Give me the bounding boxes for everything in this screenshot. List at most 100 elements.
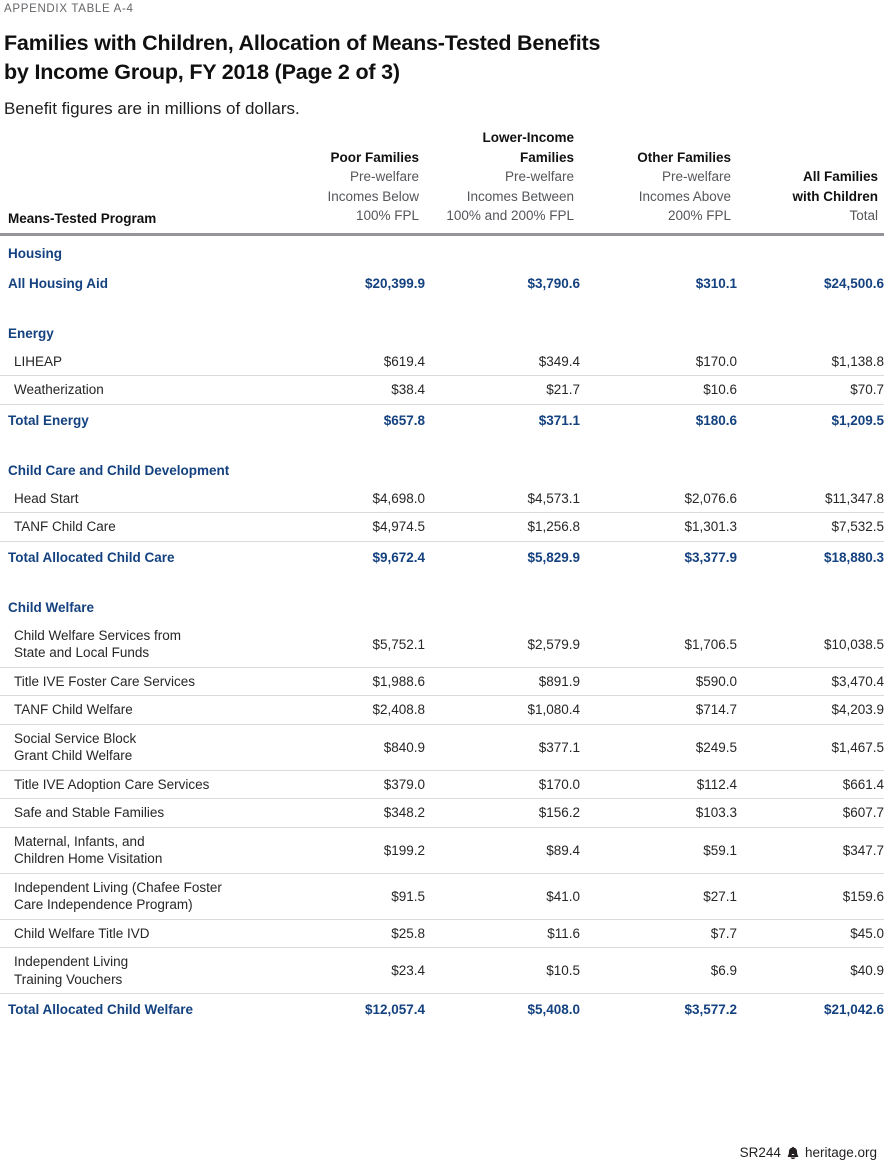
table-row-title-ive-adoption-care: Title IVE Adoption Care Services $379.0 … xyxy=(0,770,884,799)
table-row-liheap: LIHEAP $619.4 $349.4 $170.0 $1,138.8 xyxy=(0,347,884,376)
total-row-all-housing-aid: All Housing Aid $20,399.9 $3,790.6 $310.… xyxy=(0,268,884,299)
value-cell: $170.0 xyxy=(425,770,580,799)
section-title: Child Welfare xyxy=(8,599,95,615)
value-cell: $6.9 xyxy=(580,947,737,994)
value-cell: $38.4 xyxy=(268,375,425,405)
value-cell: $1,138.8 xyxy=(737,347,884,376)
value-cell: $3,377.9 xyxy=(684,549,737,565)
value-cell: $1,209.5 xyxy=(831,412,884,428)
value-cell: $714.7 xyxy=(580,695,737,725)
appendix-table-label: APPENDIX TABLE A-4 xyxy=(4,3,134,15)
page-header: APPENDIX TABLE A-4 Families with Childre… xyxy=(0,0,884,119)
heritage-url: heritage.org xyxy=(804,1145,877,1160)
value-cell: $310.1 xyxy=(695,275,737,291)
value-cell: $3,790.6 xyxy=(527,275,580,291)
value-cell: $4,203.9 xyxy=(737,695,884,725)
section-title: Housing xyxy=(8,245,62,261)
column-header-other-families: Other Families Pre-welfare Incomes Above… xyxy=(580,128,737,236)
value-cell: $5,829.9 xyxy=(527,549,580,565)
row-label: Weatherization xyxy=(0,375,268,405)
value-cell: $156.2 xyxy=(425,798,580,828)
row-label: Title IVE Adoption Care Services xyxy=(0,770,268,799)
row-label: Child Welfare Services from State and Lo… xyxy=(0,621,268,668)
value-cell: $1,467.5 xyxy=(737,724,884,771)
table-row-safe-and-stable-families: Safe and Stable Families $348.2 $156.2 $… xyxy=(0,798,884,828)
page-subtitle: Benefit figures are in millions of dolla… xyxy=(4,99,300,118)
table-row-independent-living-chafee: Independent Living (Chafee Foster Care I… xyxy=(0,873,884,920)
value-cell: $1,706.5 xyxy=(580,621,737,668)
row-label: Child Welfare Title IVD xyxy=(0,919,268,948)
column-header-title: Lower-Income Families xyxy=(482,130,574,165)
value-cell: $891.9 xyxy=(425,667,580,696)
table-row-maternal-infants-home-visitation: Maternal, Infants, and Children Home Vis… xyxy=(0,827,884,874)
column-header-title: All Families with Children xyxy=(792,169,879,204)
value-cell: $3,577.2 xyxy=(684,1002,737,1017)
header-row: Means-Tested Program Poor Families Pre-w… xyxy=(0,128,884,236)
value-cell: $24,500.6 xyxy=(823,275,884,291)
value-cell: $10.5 xyxy=(425,947,580,994)
section-header-child-welfare: Child Welfare xyxy=(0,573,884,622)
total-row-child-care: Total Allocated Child Care $9,672.4 $5,8… xyxy=(0,541,884,573)
section-header-energy: Energy xyxy=(0,299,884,348)
row-label: TANF Child Welfare xyxy=(0,695,268,725)
section-header-child-care: Child Care and Child Development xyxy=(0,436,884,485)
value-cell: $2,076.6 xyxy=(580,484,737,513)
value-cell: $347.7 xyxy=(737,827,884,874)
row-label: All Housing Aid xyxy=(8,275,108,291)
value-cell: $20,399.9 xyxy=(364,275,425,291)
value-cell: $180.6 xyxy=(695,412,737,428)
table-row-weatherization: Weatherization $38.4 $21.7 $10.6 $70.7 xyxy=(0,375,884,405)
column-header-subtitle: Pre-welfare Incomes Between 100% and 200… xyxy=(446,169,574,223)
value-cell: $348.2 xyxy=(268,798,425,828)
value-cell: $9,672.4 xyxy=(372,549,425,565)
row-label: TANF Child Care xyxy=(0,512,268,542)
section-header-housing: Housing xyxy=(0,234,884,268)
value-cell: $10.6 xyxy=(580,375,737,405)
value-cell: $4,698.0 xyxy=(268,484,425,513)
value-cell: $1,080.4 xyxy=(425,695,580,725)
value-cell: $41.0 xyxy=(425,873,580,920)
column-header-subtitle: Pre-welfare Incomes Above 200% FPL xyxy=(638,169,731,223)
value-cell: $5,408.0 xyxy=(527,1002,580,1017)
value-cell: $657.8 xyxy=(383,412,425,428)
total-row-energy: Total Energy $657.8 $371.1 $180.6 $1,209… xyxy=(0,404,884,436)
column-header-title: Other Families xyxy=(637,149,731,165)
row-label: Independent Living Training Vouchers xyxy=(0,947,268,994)
value-cell: $2,579.9 xyxy=(425,621,580,668)
value-cell: $45.0 xyxy=(737,919,884,948)
value-cell: $11,347.8 xyxy=(737,484,884,513)
value-cell: $3,470.4 xyxy=(737,667,884,696)
value-cell: $91.5 xyxy=(268,873,425,920)
value-cell: $103.3 xyxy=(580,798,737,828)
value-cell: $70.7 xyxy=(737,375,884,405)
value-cell: $10,038.5 xyxy=(737,621,884,668)
row-label: Title IVE Foster Care Services xyxy=(0,667,268,696)
liberty-bell-icon xyxy=(786,1146,800,1160)
page-title: Families with Children, Allocation of Me… xyxy=(4,31,601,84)
table-row-tanf-child-welfare: TANF Child Welfare $2,408.8 $1,080.4 $71… xyxy=(0,695,884,725)
column-header-poor-families: Poor Families Pre-welfare Incomes Below … xyxy=(268,128,425,236)
table-row-title-ive-foster-care: Title IVE Foster Care Services $1,988.6 … xyxy=(0,667,884,696)
page-footer: SR244 heritage.org xyxy=(740,1145,877,1160)
report-id: SR244 xyxy=(739,1145,781,1160)
section-title: Child Care and Child Development xyxy=(8,462,230,478)
value-cell: $377.1 xyxy=(425,724,580,771)
row-label: Maternal, Infants, and Children Home Vis… xyxy=(0,827,268,874)
section-title: Energy xyxy=(8,325,54,341)
row-label: Total Energy xyxy=(8,412,89,428)
value-cell: $661.4 xyxy=(737,770,884,799)
value-cell: $2,408.8 xyxy=(268,695,425,725)
value-cell: $12,057.4 xyxy=(364,1002,425,1017)
value-cell: $21.7 xyxy=(425,375,580,405)
benefits-table: Means-Tested Program Poor Families Pre-w… xyxy=(0,128,884,1025)
value-cell: $170.0 xyxy=(580,347,737,376)
column-header-subtitle: Pre-welfare Incomes Below 100% FPL xyxy=(327,169,419,223)
value-cell: $371.1 xyxy=(538,412,580,428)
row-label: Total Allocated Child Welfare xyxy=(8,1002,194,1017)
column-header-lower-income-families: Lower-Income Families Pre-welfare Income… xyxy=(425,128,580,236)
column-header-subtitle: Total xyxy=(849,208,878,223)
value-cell: $7.7 xyxy=(580,919,737,948)
value-cell: $840.9 xyxy=(268,724,425,771)
table-row-social-service-block-grant: Social Service Block Grant Child Welfare… xyxy=(0,724,884,771)
